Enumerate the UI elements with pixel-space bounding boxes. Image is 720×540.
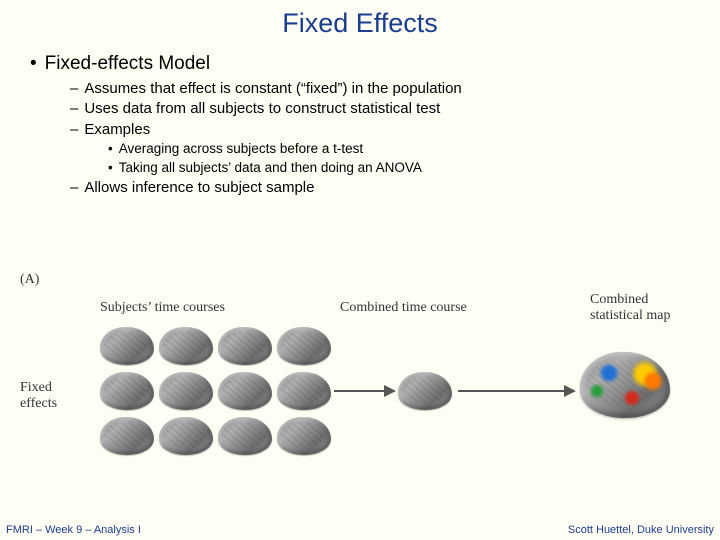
footer-right: Scott Huettel, Duke University bbox=[568, 524, 714, 536]
bullet-lvl2: –Assumes that effect is constant (“fixed… bbox=[70, 79, 690, 99]
row-label: Fixed effects bbox=[20, 380, 57, 412]
slide-title: Fixed Effects bbox=[0, 0, 720, 39]
bullet-lvl2: –Uses data from all subjects to construc… bbox=[70, 99, 690, 119]
bullet-dash: – bbox=[70, 80, 78, 97]
bullet-lvl2-text: Assumes that effect is constant (“fixed”… bbox=[84, 80, 461, 97]
combined-brain-wrap bbox=[580, 352, 670, 418]
bullet-lvl1: • Fixed-effects Model bbox=[30, 53, 690, 75]
single-brain-wrap bbox=[398, 372, 452, 410]
bullet-dot: • bbox=[108, 141, 113, 156]
activation-blob bbox=[623, 390, 641, 406]
footer-left: FMRI – Week 9 – Analysis I bbox=[6, 524, 141, 536]
bullet-dash: – bbox=[70, 121, 78, 138]
bullet-dot: • bbox=[108, 160, 113, 175]
subject-brain bbox=[159, 327, 213, 365]
bullet-lvl3: • Averaging across subjects before a t-te… bbox=[108, 140, 690, 159]
bullet-lvl2-text: Uses data from all subjects to construct… bbox=[84, 100, 440, 117]
combined-timecourse-brain bbox=[398, 372, 452, 410]
bullet-lvl2: –Examples bbox=[70, 120, 690, 140]
bullet-lvl2-text: Allows inference to subject sample bbox=[84, 179, 314, 196]
bullet-lvl3: • Taking all subjects’ data and then doin… bbox=[108, 159, 690, 178]
subject-brain bbox=[277, 372, 331, 410]
bullet-content: •Fixed-effects Model –Assumes that effec… bbox=[0, 39, 720, 198]
subject-brain bbox=[100, 417, 154, 455]
subject-brain bbox=[100, 327, 154, 365]
subject-brain bbox=[159, 417, 213, 455]
subject-brain bbox=[218, 417, 272, 455]
arrow-grid-to-single bbox=[334, 382, 396, 400]
bullet-lvl2-text: Examples bbox=[84, 121, 150, 138]
diagram-area: (A) Subjects’ time courses Combined time… bbox=[20, 272, 700, 492]
bullet-lvl2: –Allows inference to subject sample bbox=[70, 178, 690, 198]
bullet-lvl3-text: Averaging across subjects before a t-tes… bbox=[119, 141, 363, 156]
bullet-dash: – bbox=[70, 179, 78, 196]
combined-statistical-map-brain bbox=[580, 352, 670, 418]
label-combined-map: Combined statistical map bbox=[590, 292, 670, 324]
subject-brain bbox=[159, 372, 213, 410]
bullet-lvl3-text: Taking all subjects’ data and then doing… bbox=[119, 160, 422, 175]
arrow-single-to-map bbox=[458, 382, 576, 400]
subject-brain bbox=[218, 372, 272, 410]
subject-brain bbox=[100, 372, 154, 410]
activation-blob bbox=[589, 384, 605, 398]
bullet-dot: • bbox=[30, 53, 37, 74]
subject-brain bbox=[277, 327, 331, 365]
panel-letter: (A) bbox=[20, 272, 39, 288]
subject-brain bbox=[218, 327, 272, 365]
label-subjects: Subjects’ time courses bbox=[100, 300, 225, 316]
footer: FMRI – Week 9 – Analysis I Scott Huettel… bbox=[6, 524, 714, 536]
label-combined-course: Combined time course bbox=[340, 300, 467, 316]
subject-brain bbox=[277, 417, 331, 455]
brain-grid bbox=[100, 327, 331, 457]
bullet-lvl1-text: Fixed-effects Model bbox=[45, 53, 210, 74]
activation-blob bbox=[643, 370, 663, 392]
activation-blob bbox=[598, 364, 620, 382]
bullet-dash: – bbox=[70, 100, 78, 117]
